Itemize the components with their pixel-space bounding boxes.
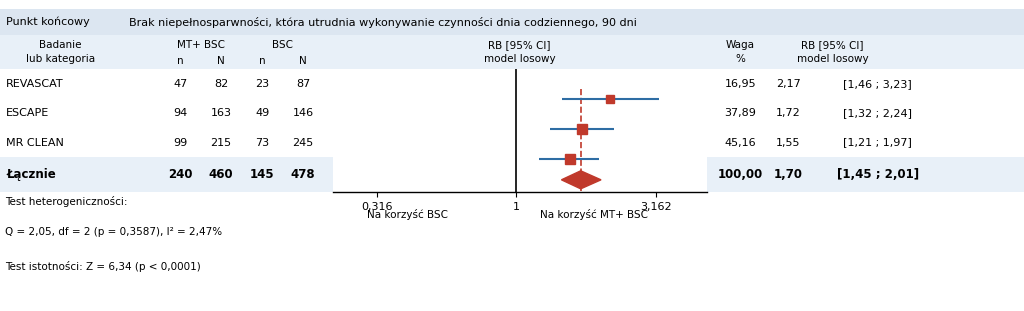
Text: [1,45 ; 2,01]: [1,45 ; 2,01] (837, 168, 919, 181)
Text: Waga
%: Waga % (726, 40, 755, 64)
Text: BSC: BSC (272, 40, 293, 50)
Text: 145: 145 (250, 168, 274, 181)
FancyBboxPatch shape (0, 9, 1024, 35)
Text: N: N (217, 56, 225, 66)
Text: [1,32 ; 2,24]: [1,32 ; 2,24] (843, 108, 912, 118)
Text: n: n (259, 56, 265, 66)
Text: Punkt końcowy: Punkt końcowy (6, 17, 90, 27)
FancyBboxPatch shape (0, 157, 1024, 193)
Text: 478: 478 (291, 168, 315, 181)
Text: 2,17: 2,17 (776, 79, 801, 89)
Text: [1,46 ; 3,23]: [1,46 ; 3,23] (843, 79, 912, 89)
Text: RB [95% CI]
model losowy: RB [95% CI] model losowy (484, 40, 555, 64)
Text: Badanie
lub kategoria: Badanie lub kategoria (26, 40, 95, 64)
Text: 240: 240 (168, 168, 193, 181)
Text: ESCAPE: ESCAPE (6, 108, 49, 118)
Text: 100,00: 100,00 (718, 168, 763, 181)
Text: Na korzyść MT+ BSC: Na korzyść MT+ BSC (541, 209, 648, 220)
Text: N: N (299, 56, 307, 66)
Text: 49: 49 (255, 108, 269, 118)
Text: Łącznie: Łącznie (6, 168, 56, 181)
Text: RB [95% CI]
model losowy: RB [95% CI] model losowy (797, 40, 868, 64)
Text: 16,95: 16,95 (725, 79, 756, 89)
FancyBboxPatch shape (0, 69, 1024, 99)
Text: 94: 94 (173, 108, 187, 118)
Text: 1,55: 1,55 (776, 137, 801, 148)
FancyBboxPatch shape (0, 128, 1024, 157)
Text: 73: 73 (255, 137, 269, 148)
Text: 215: 215 (211, 137, 231, 148)
Text: 99: 99 (173, 137, 187, 148)
Text: 1,70: 1,70 (774, 168, 803, 181)
Text: 245: 245 (293, 137, 313, 148)
Text: 1,72: 1,72 (776, 108, 801, 118)
Text: MT+ BSC: MT+ BSC (177, 40, 224, 50)
Text: 37,89: 37,89 (724, 108, 757, 118)
Text: REVASCAT: REVASCAT (6, 79, 63, 89)
Text: Test heterogeniczności:: Test heterogeniczności: (5, 196, 128, 207)
Polygon shape (561, 171, 601, 189)
Text: 45,16: 45,16 (725, 137, 756, 148)
Text: Brak niepełnosparwności, która utrudnia wykonywanie czynności dnia codziennego, : Brak niepełnosparwności, która utrudnia … (129, 16, 637, 28)
Text: Na korzyść BSC: Na korzyść BSC (367, 209, 449, 220)
Text: Q = 2,05, df = 2 (p = 0,3587), I² = 2,47%: Q = 2,05, df = 2 (p = 0,3587), I² = 2,47… (5, 227, 222, 237)
Text: Test istotności: Z = 6,34 (p < 0,0001): Test istotności: Z = 6,34 (p < 0,0001) (5, 261, 201, 272)
FancyBboxPatch shape (0, 35, 1024, 69)
Text: 87: 87 (296, 79, 310, 89)
Text: MR CLEAN: MR CLEAN (6, 137, 65, 148)
Text: 23: 23 (255, 79, 269, 89)
Text: 163: 163 (211, 108, 231, 118)
Text: [1,21 ; 1,97]: [1,21 ; 1,97] (843, 137, 912, 148)
Text: 47: 47 (173, 79, 187, 89)
Text: n: n (177, 56, 183, 66)
Text: 82: 82 (214, 79, 228, 89)
Text: 460: 460 (209, 168, 233, 181)
FancyBboxPatch shape (0, 99, 1024, 128)
Text: 146: 146 (293, 108, 313, 118)
